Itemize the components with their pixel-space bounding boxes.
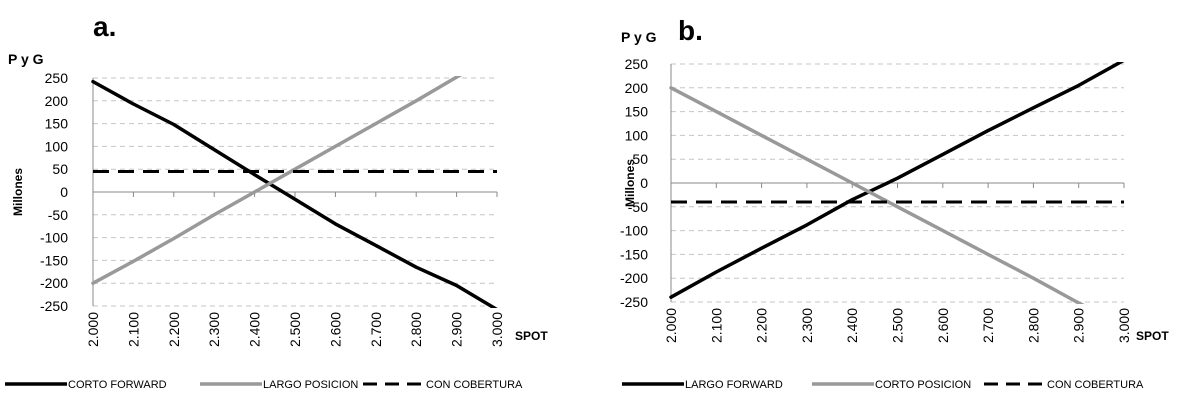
- series-line-1: [91, 79, 498, 308]
- x-tick-label: 2.700: [368, 312, 384, 347]
- y-tick-label: -250: [40, 298, 68, 314]
- y-tick-label: 250: [625, 56, 649, 72]
- x-tick-label: 2.100: [708, 308, 724, 343]
- series-group: [669, 62, 1125, 304]
- legend-label: CORTO POSICION: [875, 379, 971, 391]
- legend: CORTO FORWARD LARGO POSICION CON COBERTURA: [5, 379, 523, 391]
- series-line-2: [91, 76, 463, 285]
- y-tick-label: 0: [640, 175, 648, 191]
- y-tick-label: -50: [628, 199, 648, 215]
- y-tick-label: 100: [625, 127, 649, 143]
- y-tick-label: -150: [620, 246, 648, 262]
- y-tick-label: 50: [52, 161, 68, 177]
- y-tick-label: 100: [45, 138, 69, 154]
- panel-label: a.: [93, 11, 116, 42]
- y-axis-label: Millones: [11, 168, 25, 216]
- x-tick-label: 2.400: [247, 312, 263, 347]
- x-tick-label: 3.000: [489, 312, 505, 347]
- y-axis-top-label: P y G: [621, 29, 657, 45]
- x-tick-label: 2.200: [166, 312, 182, 347]
- y-tick-label: 200: [45, 93, 69, 109]
- x-tick-label: 2.600: [327, 312, 343, 347]
- chart-panel-a: a. 250 200 150 100 50 0 -50 -100 -150 -200 -250 2.00…: [5, 11, 548, 391]
- x-tick-label: 2.700: [980, 308, 996, 343]
- x-tick-label: 2.000: [85, 312, 101, 347]
- y-axis-label: Millones: [623, 159, 637, 207]
- panel-label: b.: [678, 15, 703, 46]
- y-tick-label: -200: [620, 270, 648, 286]
- y-tick-label: -200: [40, 275, 68, 291]
- legend-label: CON COBERTURA: [1047, 379, 1144, 391]
- x-tick-label: 2.000: [663, 308, 679, 343]
- series-group: [91, 76, 498, 308]
- x-tick-label: 3.000: [1116, 308, 1132, 343]
- series-line-1: [669, 62, 1125, 299]
- x-tick-label: 2.200: [754, 308, 770, 343]
- legend-label: LARGO FORWARD: [685, 379, 783, 391]
- legend-label: CORTO FORWARD: [68, 379, 167, 391]
- x-tick-label: 2.500: [890, 308, 906, 343]
- x-tick-label: 2.300: [799, 308, 815, 343]
- y-tick-label: 150: [45, 116, 69, 132]
- y-tick-label: -100: [620, 223, 648, 239]
- x-tick-label: 2.300: [206, 312, 222, 347]
- legend-label: CON COBERTURA: [426, 379, 523, 391]
- x-axis-label: SPOT: [515, 329, 548, 343]
- x-tick-label: 2.800: [1025, 308, 1041, 343]
- x-tick-label: 2.500: [287, 312, 303, 347]
- y-tick-label: 200: [625, 80, 649, 96]
- x-tick-label: 2.400: [844, 308, 860, 343]
- legend-label: LARGO POSICION: [263, 379, 358, 391]
- legend: LARGO FORWARD CORTO POSICION CON COBERTURA: [622, 379, 1144, 391]
- x-tick-label: 2.100: [125, 312, 141, 347]
- x-tick-label: 2.800: [408, 312, 424, 347]
- y-tick-label: -50: [48, 207, 68, 223]
- x-tick-label: 2.900: [449, 312, 465, 347]
- series-line-2: [669, 86, 1085, 304]
- y-axis-top-label: P y G: [8, 51, 44, 67]
- y-tick-label: 50: [632, 151, 648, 167]
- y-tick-label: -100: [40, 230, 68, 246]
- x-axis-label: SPOT: [1136, 329, 1169, 343]
- x-tick-label: 2.600: [935, 308, 951, 343]
- y-tick-label: 250: [45, 70, 69, 86]
- chart-panel-b: b. 250 200 150 100 50 0 -50 -100 -150 -200 -250 2.00…: [620, 15, 1169, 391]
- y-tick-label: -250: [620, 294, 648, 310]
- y-tick-label: -150: [40, 252, 68, 268]
- y-tick-label: 150: [625, 104, 649, 120]
- x-tick-label: 2.900: [1071, 308, 1087, 343]
- y-tick-label: 0: [60, 184, 68, 200]
